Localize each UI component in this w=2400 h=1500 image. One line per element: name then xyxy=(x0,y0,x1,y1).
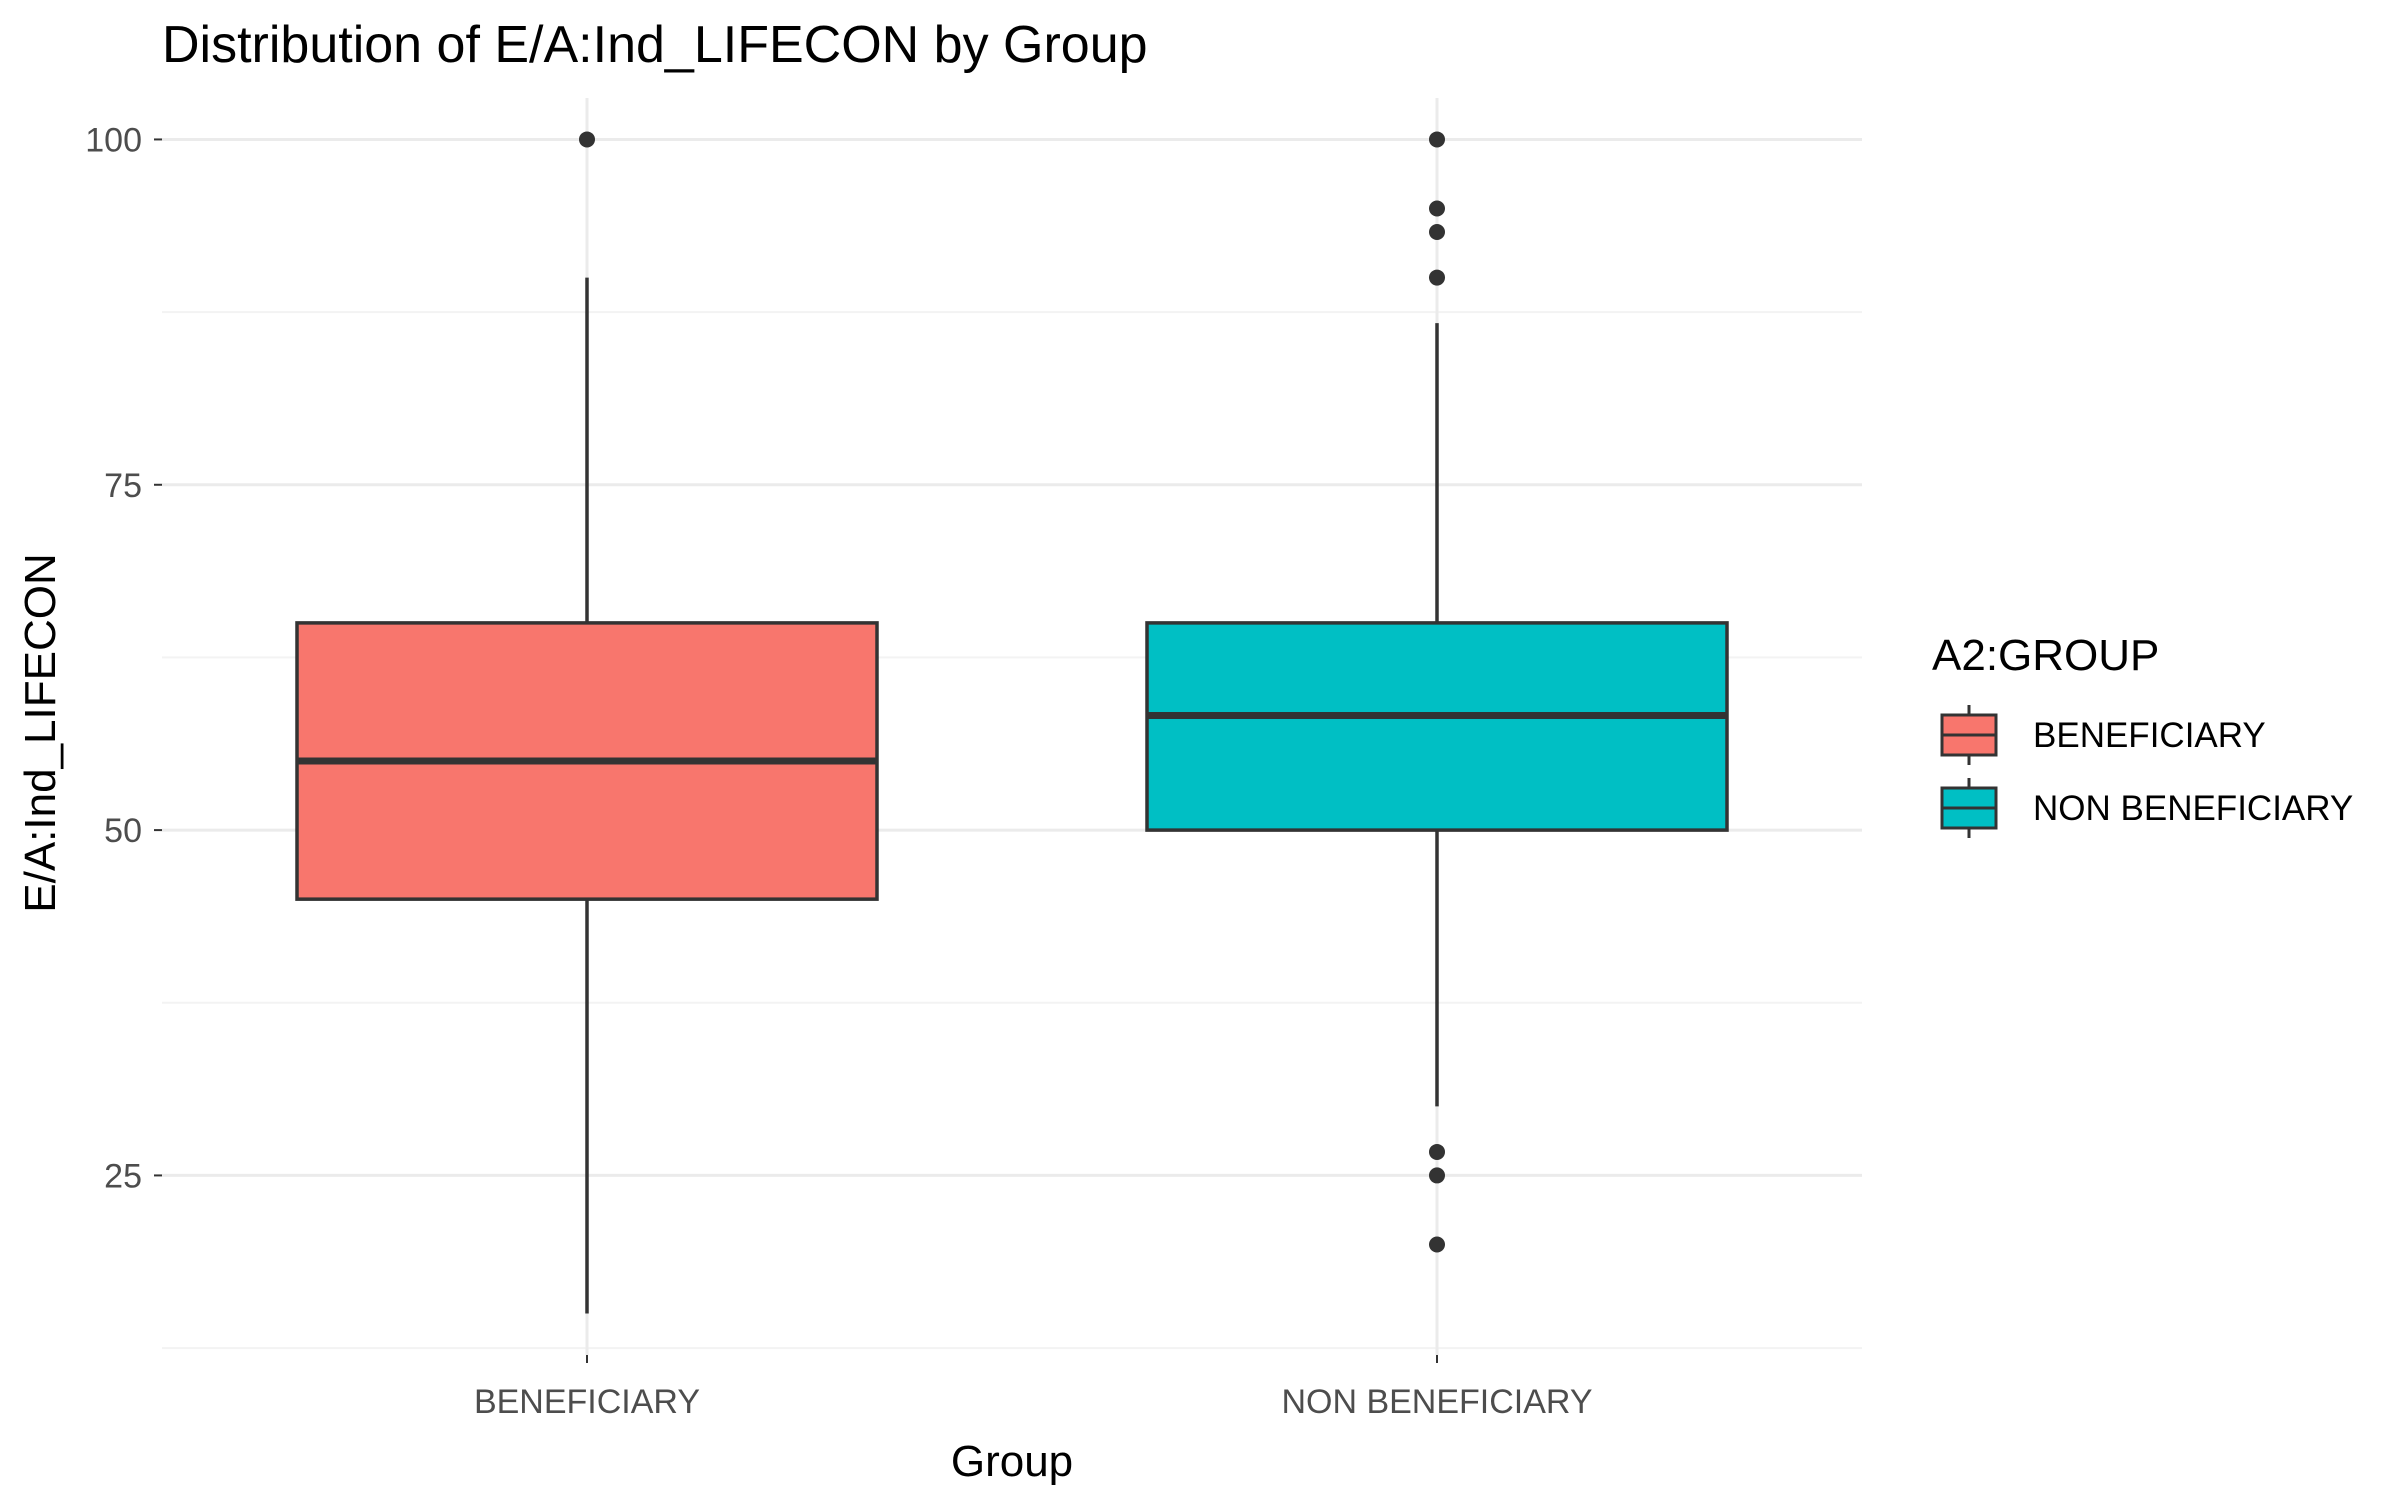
plot-layer xyxy=(295,131,1729,1314)
outlier-point xyxy=(1429,223,1445,240)
box-group xyxy=(1145,131,1729,1253)
y-tick-label: 50 xyxy=(104,812,142,850)
outlier-point xyxy=(1429,1167,1445,1184)
x-axis-title: Group xyxy=(951,1437,1073,1486)
y-tick-label: 100 xyxy=(85,121,142,159)
y-axis-title: E/A:Ind_LIFECON xyxy=(16,553,65,912)
outlier-point xyxy=(1429,131,1445,148)
chart-title: Distribution of E/A:Ind_LIFECON by Group xyxy=(162,16,1148,74)
legend: A2:GROUP BENEFICIARY NON BENEFICIARY xyxy=(1932,631,2353,838)
axis-layer: 25 50 75 100 BENEFICIARY NON BENEFICIARY xyxy=(85,121,1592,1421)
y-tick-label: 75 xyxy=(104,467,142,505)
outlier-point xyxy=(579,131,595,148)
outlier-point xyxy=(1429,269,1445,286)
y-tick-label: 25 xyxy=(104,1157,142,1195)
x-tick-label: NON BENEFICIARY xyxy=(1281,1383,1592,1421)
legend-title: A2:GROUP xyxy=(1932,631,2159,680)
outlier-point xyxy=(1429,200,1445,217)
legend-label: BENEFICIARY xyxy=(2033,716,2266,755)
outlier-point xyxy=(1429,1236,1445,1253)
x-tick-label: BENEFICIARY xyxy=(474,1383,700,1421)
legend-label: NON BENEFICIARY xyxy=(2033,789,2353,828)
box-group xyxy=(295,131,879,1314)
box-rect xyxy=(1145,621,1729,832)
outlier-point xyxy=(1429,1143,1445,1160)
